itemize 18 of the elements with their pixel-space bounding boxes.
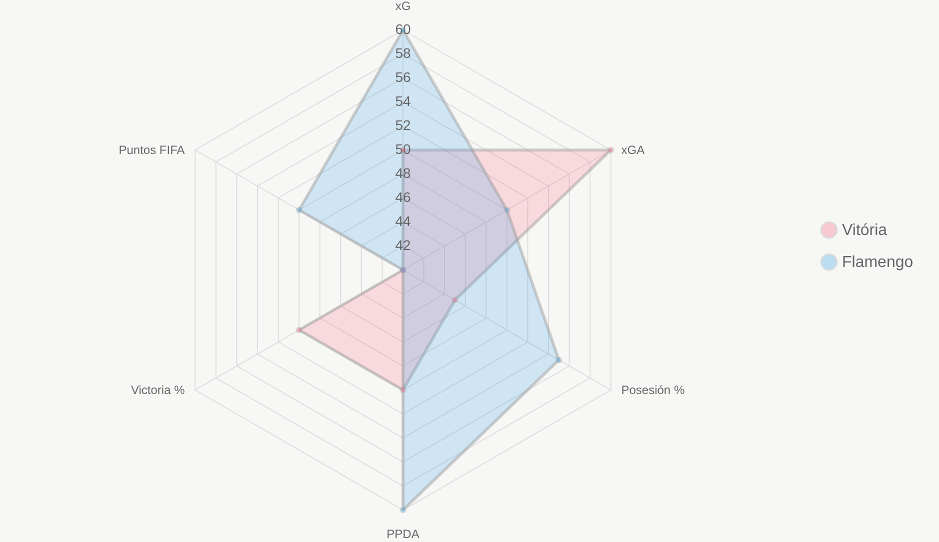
legend-label: Flamengo — [842, 254, 914, 271]
y-tick-label: 52 — [395, 117, 411, 133]
spoke-label: Victoria % — [130, 383, 186, 397]
spoke-label: xGA — [621, 143, 645, 157]
legend-label: Vitória — [842, 222, 888, 239]
y-tick-label: 48 — [395, 165, 411, 181]
spoke-label: Puntos FIFA — [118, 143, 185, 157]
spoke-label: PPDA — [386, 527, 420, 541]
spoke-label: Posesión % — [621, 383, 685, 397]
spoke-label: xG — [395, 0, 411, 13]
y-tick-label: 46 — [395, 189, 411, 205]
y-tick-label: 42 — [395, 237, 411, 253]
y-tick-label: 54 — [395, 93, 411, 109]
y-tick-label: 50 — [395, 141, 411, 157]
y-tick-label: 60 — [395, 21, 411, 37]
y-tick-label: 56 — [395, 69, 411, 85]
y-tick-label: 44 — [395, 213, 411, 229]
y-tick-label: 58 — [395, 45, 411, 61]
